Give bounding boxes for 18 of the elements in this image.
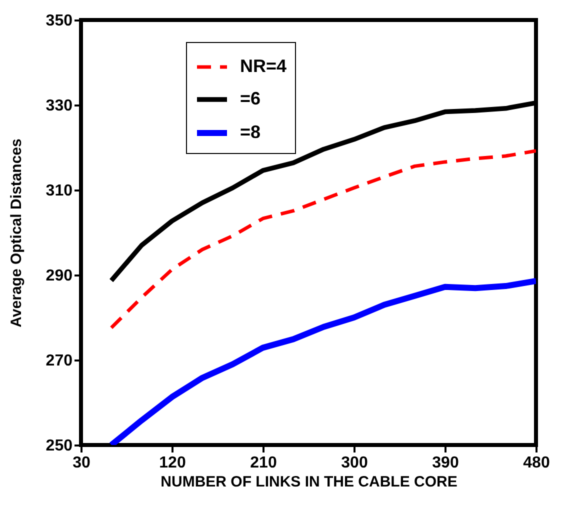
legend-label: =8 bbox=[240, 122, 261, 142]
y-tick-label: 330 bbox=[46, 98, 73, 114]
y-tick-label: 350 bbox=[46, 12, 73, 30]
x-tick-label: 480 bbox=[523, 454, 550, 472]
y-tick-label: 310 bbox=[46, 182, 73, 200]
x-tick-label: 30 bbox=[72, 454, 90, 472]
x-axis-title: NUMBER OF LINKS IN THE CABLE CORE bbox=[160, 474, 458, 490]
line-series bbox=[110, 149, 536, 330]
y-tick-label: 270 bbox=[46, 352, 73, 370]
legend-label: =6 bbox=[240, 88, 261, 108]
x-tick-label: 210 bbox=[250, 454, 277, 472]
y-tick-label: 250 bbox=[46, 438, 73, 454]
x-tick-label: 390 bbox=[432, 454, 459, 472]
x-tick-label: 300 bbox=[341, 454, 368, 472]
x-tick-label: 120 bbox=[159, 454, 186, 472]
y-axis-title: Average Optical Distances bbox=[8, 138, 25, 328]
y-tick-label: 290 bbox=[46, 268, 73, 284]
legend-label: NR=4 bbox=[240, 56, 287, 76]
